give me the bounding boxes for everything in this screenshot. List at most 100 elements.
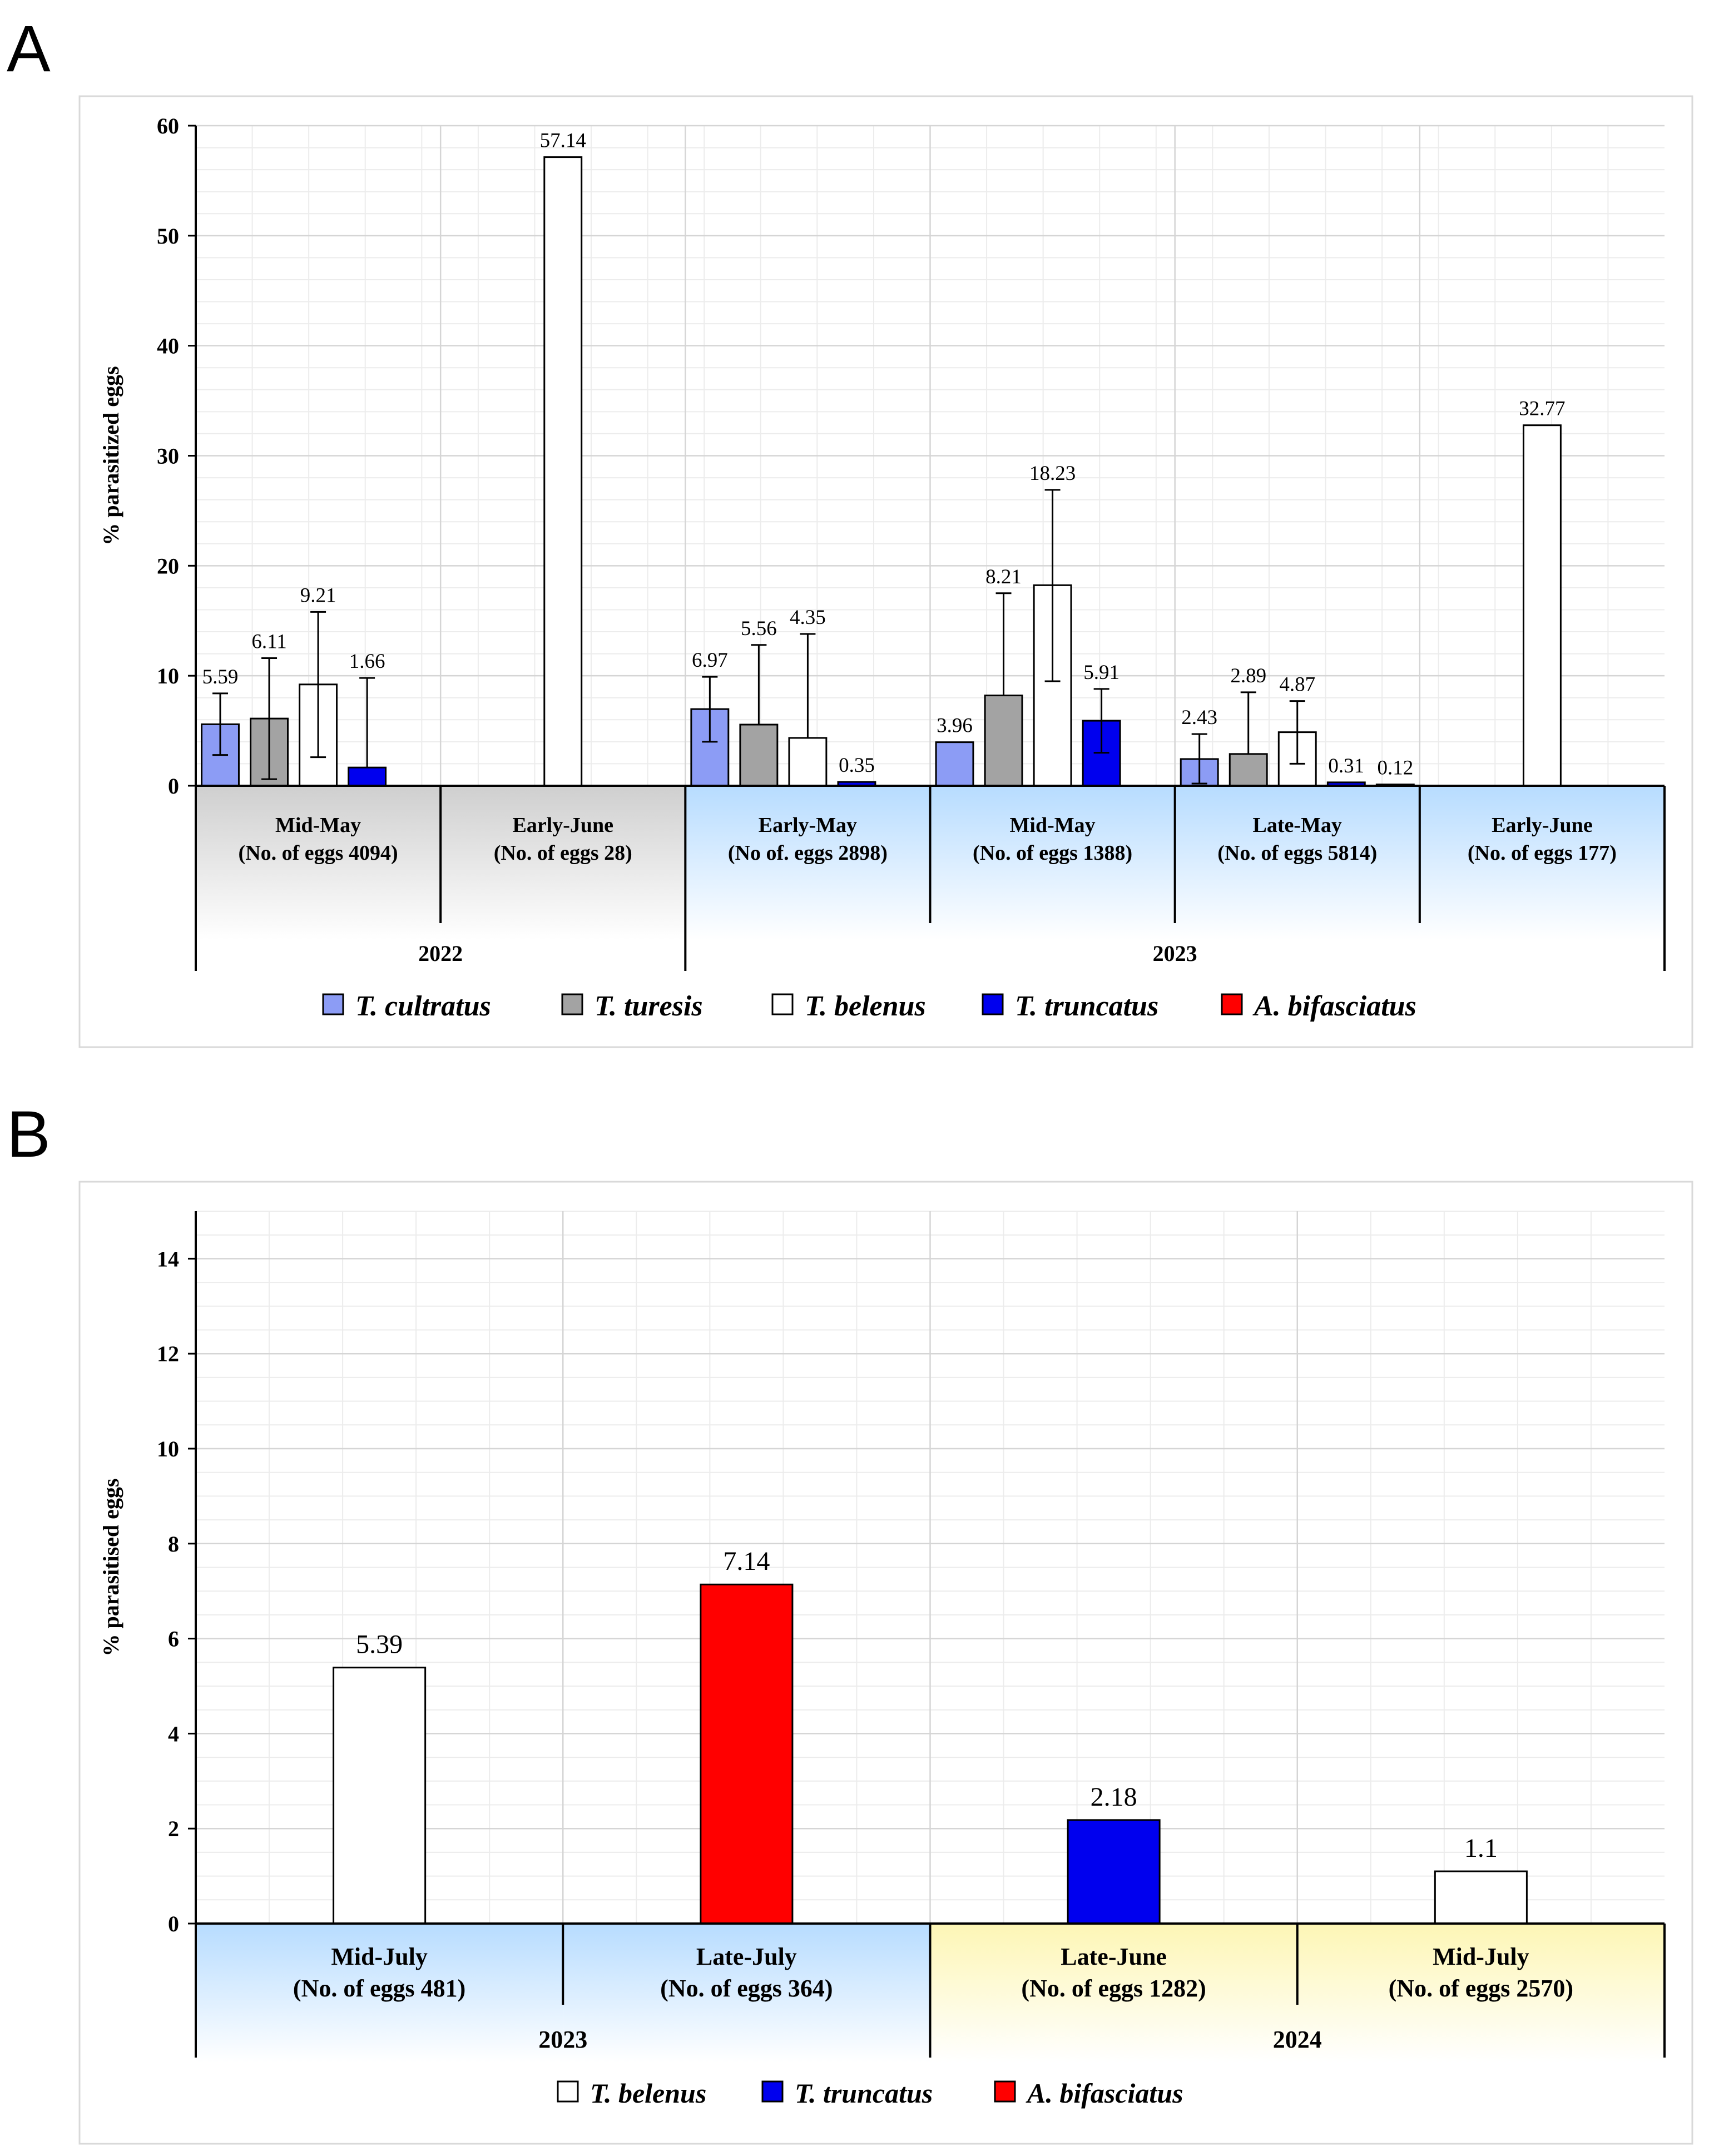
legend-label: T. truncatus — [1015, 990, 1158, 1022]
data-label: 9.21 — [300, 584, 336, 607]
data-label: 3.96 — [937, 715, 973, 737]
y-tick-label: 4 — [168, 1721, 179, 1746]
data-label: 6.97 — [692, 649, 728, 672]
panel-letter: B — [7, 1098, 51, 1171]
category-band — [1419, 786, 1665, 940]
legend-swatch — [561, 993, 583, 1015]
category-band — [930, 786, 1175, 940]
panel-b: B 0 2 4 6 8 10 12 14 % parasitised eggs 5.39 7.14 2.… — [7, 1098, 1693, 2145]
legend-swatch — [771, 993, 794, 1015]
legend-label: A. bifasciatus — [1252, 990, 1416, 1022]
data-label: 1.1 — [1464, 1833, 1498, 1863]
y-axis-title: % parasitized eggs — [98, 366, 123, 545]
y-tick-label: 2 — [168, 1816, 179, 1841]
data-label: 0.12 — [1377, 757, 1413, 780]
legend-swatch — [761, 2080, 784, 2103]
category-label: Late-June — [1061, 1943, 1167, 1970]
category-sublabel: (No. of eggs 28) — [494, 841, 632, 865]
category-sublabel: (No of. eggs 2898) — [728, 841, 888, 865]
legend-swatch — [982, 993, 1004, 1015]
category-band — [1175, 786, 1420, 940]
y-tick-label: 0 — [168, 774, 179, 799]
data-label: 8.21 — [985, 566, 1022, 588]
year-label: 2023 — [538, 2026, 587, 2053]
legend-label: A. bifasciatus — [1026, 2078, 1183, 2109]
bar — [543, 156, 583, 787]
legend-label: T. belenus — [590, 2078, 706, 2109]
category-label: Mid-May — [1010, 814, 1096, 837]
category-sublabel: (No. of eggs 177) — [1468, 841, 1617, 865]
data-label: 2.43 — [1181, 706, 1217, 729]
y-tick-label: 0 — [168, 1911, 179, 1936]
bar — [984, 695, 1023, 787]
category-sublabel: (No. of eggs 1388) — [973, 841, 1132, 865]
y-tick-label: 30 — [157, 444, 179, 469]
category-band — [930, 1924, 1297, 2063]
bar — [1434, 1870, 1528, 1925]
data-label: 32.77 — [1519, 398, 1565, 420]
y-tick-label: 10 — [157, 1436, 179, 1461]
y-tick-label: 14 — [157, 1246, 179, 1271]
y-tick-label: 20 — [157, 553, 179, 578]
y-tick-label: 8 — [168, 1531, 179, 1557]
y-tick-label: 60 — [157, 113, 179, 138]
y-axis-title: % parasitised eggs — [98, 1479, 123, 1657]
bar — [1229, 753, 1268, 787]
data-label: 0.31 — [1328, 755, 1364, 777]
data-label: 0.35 — [839, 754, 875, 777]
category-band — [1297, 1924, 1665, 2063]
year-label: 2022 — [418, 941, 463, 966]
data-label: 4.35 — [790, 606, 826, 629]
bar — [1522, 424, 1562, 787]
y-tick-label: 50 — [157, 224, 179, 249]
bar — [739, 723, 779, 787]
panel-letter: A — [7, 12, 51, 86]
year-label: 2023 — [1153, 941, 1197, 966]
y-tick-label: 10 — [157, 663, 179, 688]
category-sublabel: (No. of eggs 4094) — [239, 841, 398, 865]
category-label: Mid-May — [275, 814, 361, 837]
bar — [348, 766, 387, 787]
data-label: 5.56 — [741, 617, 777, 640]
y-tick-label: 6 — [168, 1627, 179, 1652]
data-label: 7.14 — [723, 1547, 770, 1576]
category-band — [196, 1924, 563, 2063]
category-label: Late-May — [1253, 814, 1342, 837]
legend-label: T. truncatus — [795, 2078, 933, 2109]
category-sublabel: (No. of eggs 364) — [660, 1975, 833, 2002]
category-sublabel: (No. of eggs 5814) — [1217, 841, 1377, 865]
data-label: 18.23 — [1029, 462, 1076, 485]
bar — [700, 1583, 794, 1925]
data-label: 6.11 — [251, 631, 286, 653]
legend-label: T. belenus — [805, 990, 926, 1022]
data-label: 5.59 — [202, 666, 239, 688]
legend-swatch — [994, 2080, 1016, 2103]
y-tick-label: 40 — [157, 334, 179, 359]
data-label: 57.14 — [540, 130, 586, 152]
legend-swatch — [322, 993, 344, 1015]
category-label: Mid-July — [1433, 1943, 1529, 1970]
year-label: 2024 — [1273, 2026, 1322, 2053]
legend-swatch — [1221, 993, 1243, 1015]
legend-swatch — [557, 2080, 579, 2103]
category-label: Early-May — [759, 814, 857, 837]
data-label: 2.89 — [1230, 665, 1266, 687]
category-label: Early-June — [1492, 814, 1593, 837]
data-label: 5.91 — [1083, 661, 1119, 684]
category-label: Early-June — [512, 814, 613, 837]
panel-a: A 0 10 20 30 40 50 60 % parasitized eggs 5.59 6.97… — [7, 12, 1693, 1048]
y-tick-label: 12 — [157, 1341, 179, 1366]
category-band — [563, 1924, 930, 2063]
category-sublabel: (No. of eggs 481) — [293, 1975, 465, 2002]
bar — [935, 741, 974, 787]
category-sublabel: (No. of eggs 1282) — [1021, 1975, 1206, 2002]
bar — [333, 1667, 427, 1925]
bar — [788, 737, 828, 787]
category-label: Late-July — [696, 1943, 797, 1970]
legend-label: T. cultratus — [355, 990, 491, 1022]
category-label: Mid-July — [331, 1943, 428, 1970]
legend-label: T. turesis — [595, 990, 703, 1022]
data-label: 2.18 — [1091, 1782, 1137, 1812]
data-label: 1.66 — [349, 650, 385, 673]
